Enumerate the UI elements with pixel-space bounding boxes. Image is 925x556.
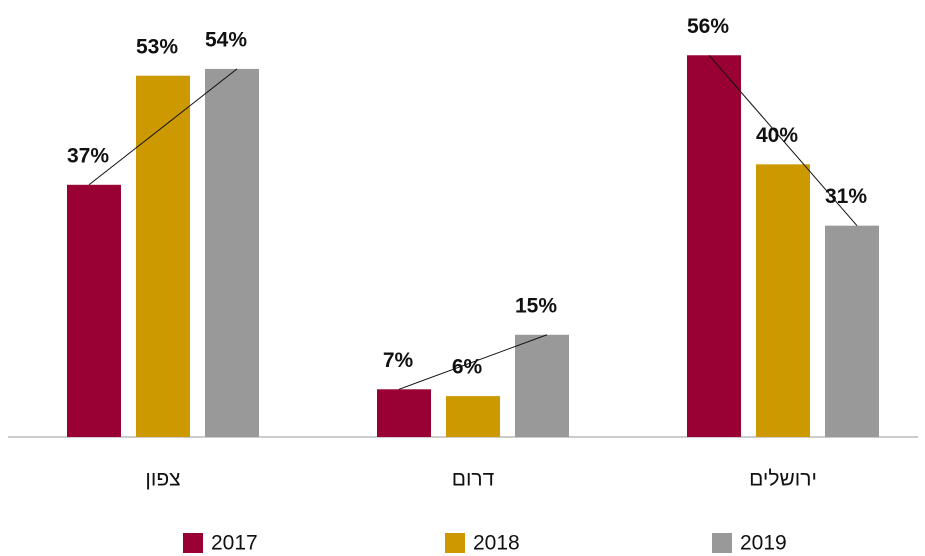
legend-label: 2018 xyxy=(473,532,520,555)
connector-line xyxy=(398,334,548,390)
bar xyxy=(67,184,121,437)
value-label: 56% xyxy=(687,15,729,38)
value-label: 7% xyxy=(383,349,414,372)
value-label: 54% xyxy=(205,28,247,51)
x-tick-label: ירושלים xyxy=(749,468,817,491)
bar xyxy=(205,68,259,438)
value-label: 40% xyxy=(756,124,798,147)
bar xyxy=(377,389,431,437)
bar xyxy=(825,225,879,437)
value-label: 37% xyxy=(67,144,109,167)
bar xyxy=(515,334,569,437)
bar xyxy=(687,55,741,438)
value-label: 53% xyxy=(136,35,178,58)
value-label: 15% xyxy=(515,294,557,317)
bar xyxy=(446,396,500,437)
bar xyxy=(136,75,190,437)
legend-swatch xyxy=(445,533,465,553)
connector-line xyxy=(88,68,238,186)
connector-line xyxy=(708,54,858,227)
bar xyxy=(756,164,810,438)
legend-label: 2017 xyxy=(211,532,258,555)
legend-swatch xyxy=(712,533,732,553)
value-label: 31% xyxy=(825,185,867,208)
legend-label: 2019 xyxy=(740,532,787,555)
x-tick-label: דרום xyxy=(452,468,495,491)
value-label: 6% xyxy=(452,356,483,379)
legend-swatch xyxy=(183,533,203,553)
x-tick-label: צפון xyxy=(145,468,180,491)
